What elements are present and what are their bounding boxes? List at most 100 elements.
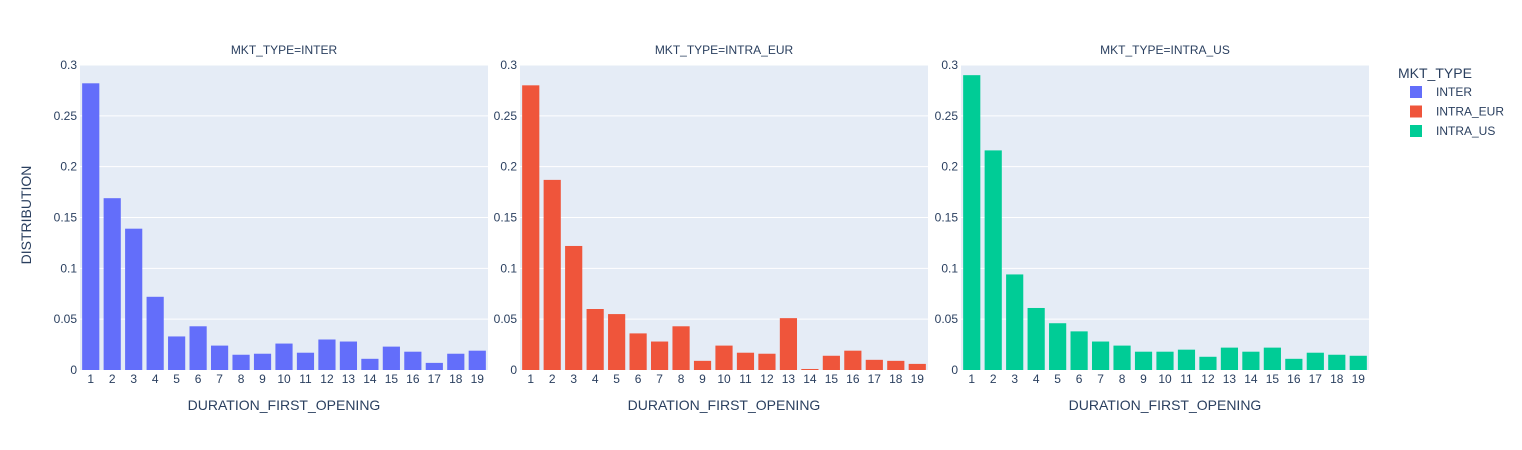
x-tick-label: 7 (1097, 372, 1104, 386)
bar[interactable] (232, 354, 250, 370)
x-tick-label: 9 (259, 372, 266, 386)
bar[interactable] (1156, 351, 1174, 370)
bar[interactable] (82, 83, 100, 371)
bar[interactable] (210, 345, 229, 370)
bar[interactable] (522, 85, 540, 370)
x-tick-label: 1 (968, 372, 975, 386)
x-tick-label: 3 (570, 372, 577, 386)
legend-swatch (1410, 105, 1422, 118)
x-tick-label: 2 (549, 372, 556, 386)
bar[interactable] (758, 353, 776, 370)
bar[interactable] (1220, 347, 1239, 370)
bar[interactable] (984, 150, 1002, 370)
bar[interactable] (715, 345, 733, 370)
x-tick-label: 6 (195, 372, 202, 386)
bar[interactable] (1199, 356, 1217, 370)
bar[interactable] (468, 350, 486, 370)
bar[interactable] (672, 326, 690, 370)
x-tick-label: 3 (130, 372, 137, 386)
bar[interactable] (887, 360, 905, 370)
x-tick-label: 6 (1076, 372, 1083, 386)
x-tick-label: 12 (320, 372, 334, 386)
bar[interactable] (565, 245, 583, 370)
panel-title: MKT_TYPE=INTRA_EUR (655, 43, 794, 57)
bar[interactable] (1242, 351, 1260, 370)
panel-intra-us: 00.050.10.150.20.250.31 2 3 4 5 6 7 8 9 10 11 12 13 1… (935, 43, 1369, 413)
bar[interactable] (963, 75, 981, 371)
bar[interactable] (253, 353, 272, 370)
x-tick-label: 16 (846, 372, 860, 386)
bar[interactable] (404, 351, 422, 370)
bar[interactable] (1349, 355, 1367, 370)
bar[interactable] (1328, 354, 1346, 370)
bar[interactable] (1091, 341, 1110, 370)
bar[interactable] (844, 350, 862, 370)
legend-title: MKT_TYPE (1398, 65, 1472, 81)
bar[interactable] (908, 363, 926, 370)
bar[interactable] (1027, 307, 1045, 370)
bar[interactable] (1049, 323, 1067, 370)
bar[interactable] (693, 360, 712, 370)
bar[interactable] (801, 368, 819, 370)
y-tick-label: 0.2 (941, 160, 958, 174)
bar[interactable] (339, 341, 358, 370)
x-tick-label: 7 (656, 372, 663, 386)
x-tick-label: 14 (1244, 372, 1258, 386)
bar[interactable] (1177, 349, 1196, 370)
bar[interactable] (1285, 358, 1303, 370)
legend-item[interactable]: INTRA_EUR (1410, 105, 1504, 119)
x-tick-label: 5 (613, 372, 620, 386)
bar[interactable] (1263, 347, 1281, 370)
bar[interactable] (1070, 331, 1088, 370)
x-tick-label: 1 (87, 372, 94, 386)
legend-item[interactable]: INTER (1410, 85, 1472, 99)
bar[interactable] (361, 358, 379, 370)
x-tick-label: 8 (1119, 372, 1126, 386)
bar[interactable] (608, 314, 626, 370)
bar[interactable] (1306, 352, 1324, 370)
bar[interactable] (382, 346, 400, 370)
panel-title: MKT_TYPE=INTRA_US (1100, 43, 1230, 57)
bar[interactable] (865, 359, 883, 370)
bar[interactable] (275, 343, 293, 370)
legend[interactable]: MKT_TYPE INTER INTRA_EUR INTRA_US (1398, 65, 1504, 138)
panel-inter: 00.050.10.150.20.250.31 2 3 4 5 6 7 8 9 10 11 12 13 1… (54, 43, 488, 413)
x-tick-label: 5 (173, 372, 180, 386)
bar[interactable] (1006, 274, 1024, 370)
bar[interactable] (125, 228, 143, 370)
bar[interactable] (425, 362, 443, 370)
x-tick-label: 8 (678, 372, 685, 386)
x-tick-label: 1 (527, 372, 534, 386)
bar[interactable] (736, 352, 755, 370)
bar[interactable] (586, 309, 604, 370)
bar[interactable] (189, 326, 207, 370)
legend-label: INTRA_EUR (1436, 105, 1504, 119)
x-tick-label: 11 (739, 372, 752, 386)
x-tick-label: 12 (760, 372, 774, 386)
bar[interactable] (1113, 345, 1131, 370)
x-axis-title: DURATION_FIRST_OPENING (628, 397, 821, 413)
bar[interactable] (146, 296, 164, 370)
x-tick-label: 10 (277, 372, 291, 386)
bar[interactable] (650, 341, 669, 370)
bar[interactable] (779, 318, 798, 370)
x-tick-label: 13 (342, 372, 356, 386)
x-tick-label: 5 (1054, 372, 1061, 386)
y-tick-label: 0.1 (500, 261, 517, 275)
x-tick-label: 4 (1033, 372, 1040, 386)
bar[interactable] (629, 333, 647, 370)
bar[interactable] (543, 179, 561, 370)
x-tick-label: 19 (911, 372, 925, 386)
bar[interactable] (103, 198, 121, 370)
bar[interactable] (168, 336, 186, 370)
bar[interactable] (318, 339, 336, 371)
bar[interactable] (822, 355, 840, 370)
y-tick-label: 0.25 (54, 109, 78, 123)
x-tick-label: 18 (1330, 372, 1344, 386)
x-tick-label: 4 (152, 372, 159, 386)
legend-item[interactable]: INTRA_US (1410, 124, 1495, 138)
bar[interactable] (296, 352, 315, 370)
x-tick-label: 2 (990, 372, 997, 386)
bar[interactable] (1134, 351, 1153, 370)
bar[interactable] (447, 353, 465, 370)
